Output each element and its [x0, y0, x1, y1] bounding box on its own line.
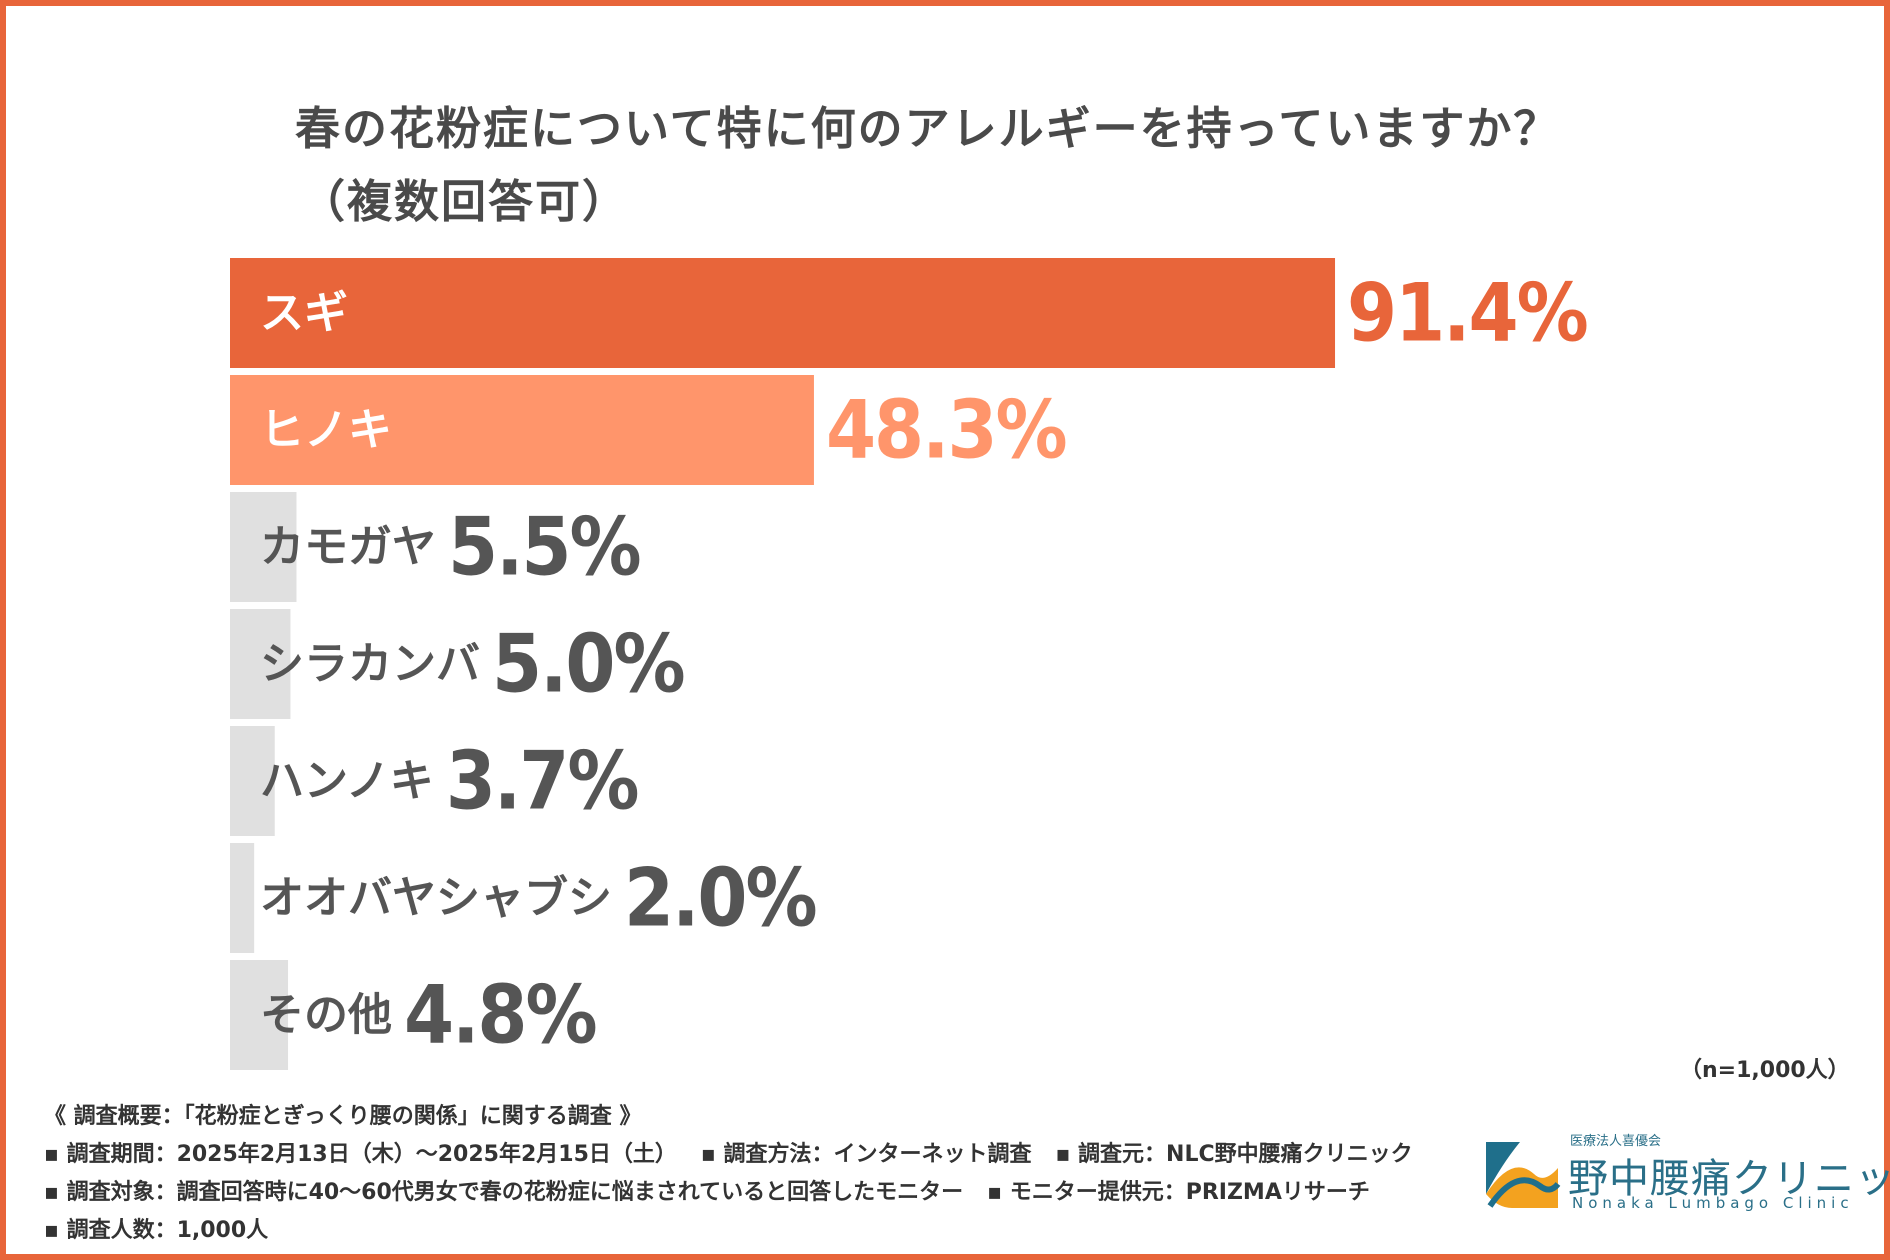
bar-label-2: カモガヤ [260, 522, 436, 573]
bar-value-6: 4.8% [404, 969, 596, 1062]
clinic-logo-roman: Nonaka Lumbago Clinic [1572, 1194, 1854, 1212]
bar-0 [230, 258, 1336, 368]
clinic-logo-name: 野中腰痛クリニック [1568, 1156, 1890, 1202]
bar-label-3: シラカンバ [260, 639, 480, 690]
bar-value-1: 48.3% [826, 384, 1066, 477]
chart-subtitle: （複数回答可） [300, 175, 630, 228]
bar-5 [230, 843, 255, 953]
survey-source: ▪ 調査元：NLC野中腰痛クリニック [1055, 1142, 1413, 1167]
survey-summary: 《 調査概要：「花粉症とぎっくり腰の関係」に関する調査 》 ▪ 調査期間：202… [44, 1098, 1413, 1250]
bar-value-0: 91.4% [1347, 267, 1587, 360]
survey-target: ▪ 調査対象：調査回答時に40〜60代男女で春の花粉症に悩まされていると回答した… [44, 1180, 964, 1205]
survey-method: ▪ 調査方法：インターネット調査 [700, 1142, 1032, 1167]
bar-label-5: オオバヤシャブシ [260, 873, 612, 924]
bar-3 [230, 609, 291, 719]
bar-6 [230, 960, 289, 1070]
bar-label-4: ハンノキ [260, 756, 434, 807]
chart-title: 春の花粉症について特に何のアレルギーを持っていますか？ [295, 102, 1561, 155]
survey-period: ▪ 調査期間：2025年2月13日（木）〜2025年2月15日（土） [44, 1142, 677, 1167]
bar-value-3: 5.0% [492, 618, 684, 711]
bar-2 [230, 492, 297, 602]
survey-period-row: ▪ 調査期間：2025年2月13日（木）〜2025年2月15日（土） ▪ 調査方法… [44, 1136, 1413, 1174]
bar-value-4: 3.7% [446, 735, 638, 828]
bar-label-0: スギ [260, 288, 348, 339]
bar-1 [230, 375, 814, 485]
clinic-logo-mark-icon [1486, 1142, 1561, 1208]
clinic-logo-small-text: 医療法人喜優会 [1570, 1134, 1662, 1149]
sample-size-note: （n=1,000人） [1680, 1058, 1850, 1083]
bar-label-6: その他 [260, 990, 392, 1041]
survey-provider: ▪ モニター提供元：PRIZMAリサーチ [987, 1180, 1370, 1205]
survey-heading: 《 調査概要：「花粉症とぎっくり腰の関係」に関する調査 》 [44, 1104, 642, 1129]
clinic-logo: 医療法人喜優会 野中腰痛クリニック Nonaka Lumbago Clinic [1482, 1130, 1890, 1216]
bar-label-1: ヒノキ [260, 405, 392, 456]
bar-value-2: 5.5% [448, 501, 640, 594]
bar-4 [230, 726, 275, 836]
survey-count: ▪ 調査人数：1,000人 [44, 1218, 269, 1243]
survey-target-row: ▪ 調査対象：調査回答時に40〜60代男女で春の花粉症に悩まされていると回答した… [44, 1174, 1413, 1212]
bar-value-5: 2.0% [624, 852, 816, 945]
